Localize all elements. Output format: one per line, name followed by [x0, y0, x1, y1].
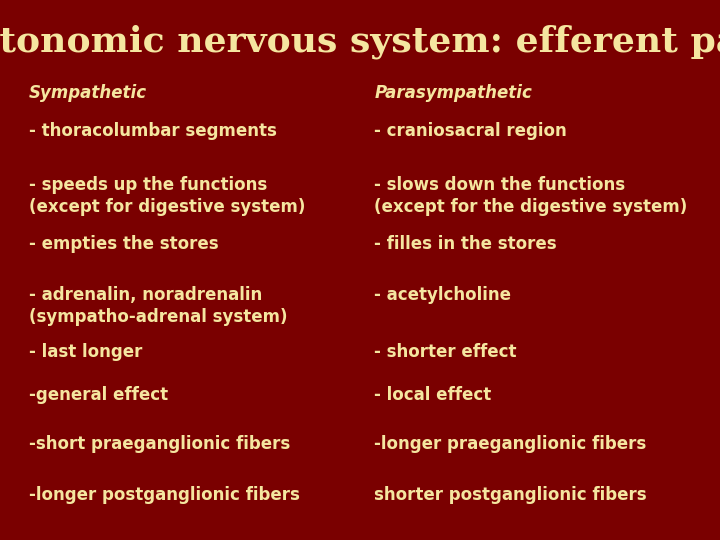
Text: - shorter effect: - shorter effect: [374, 343, 517, 361]
Text: -general effect: -general effect: [29, 386, 168, 404]
Text: - adrenalin, noradrenalin
(sympatho-adrenal system): - adrenalin, noradrenalin (sympatho-adre…: [29, 286, 287, 326]
Text: - slows down the functions
(except for the digestive system): - slows down the functions (except for t…: [374, 176, 688, 215]
Text: -longer praeganglionic fibers: -longer praeganglionic fibers: [374, 435, 647, 453]
Text: shorter postganglionic fibers: shorter postganglionic fibers: [374, 486, 647, 504]
Text: Sympathetic: Sympathetic: [29, 84, 147, 102]
Text: - speeds up the functions
(except for digestive system): - speeds up the functions (except for di…: [29, 176, 305, 215]
Text: - empties the stores: - empties the stores: [29, 235, 218, 253]
Text: Autonomic nervous system: efferent part: Autonomic nervous system: efferent part: [0, 24, 720, 59]
Text: - last longer: - last longer: [29, 343, 142, 361]
Text: - acetylcholine: - acetylcholine: [374, 286, 511, 304]
Text: -short praeganglionic fibers: -short praeganglionic fibers: [29, 435, 290, 453]
Text: -longer postganglionic fibers: -longer postganglionic fibers: [29, 486, 300, 504]
Text: - craniosacral region: - craniosacral region: [374, 122, 567, 139]
Text: Parasympathetic: Parasympathetic: [374, 84, 532, 102]
Text: - filles in the stores: - filles in the stores: [374, 235, 557, 253]
Text: - local effect: - local effect: [374, 386, 492, 404]
Text: - thoracolumbar segments: - thoracolumbar segments: [29, 122, 276, 139]
